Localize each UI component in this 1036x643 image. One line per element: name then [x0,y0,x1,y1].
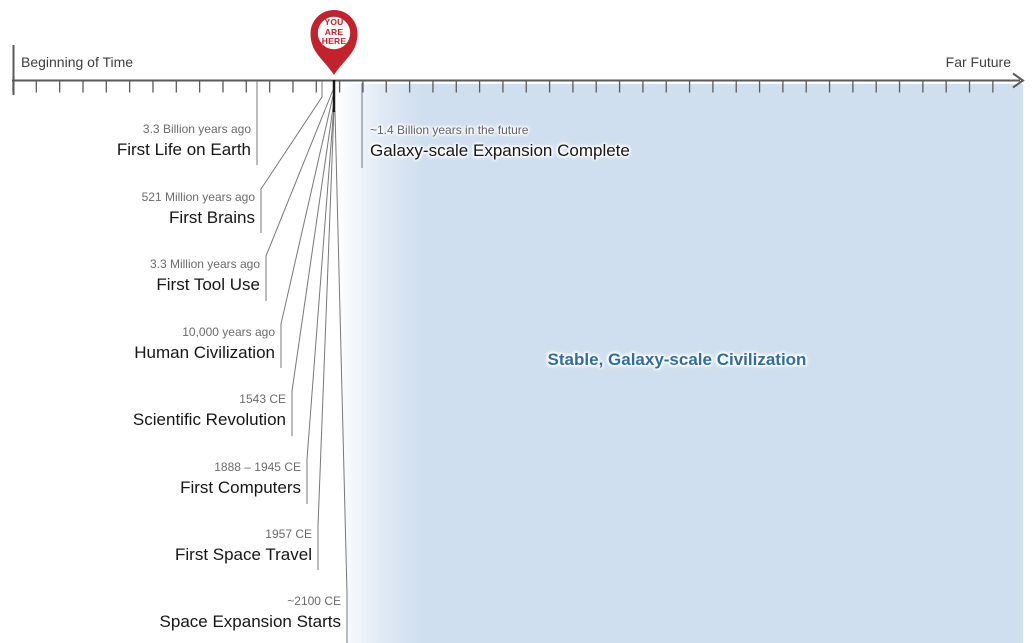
past-event-2: 3.3 Million years ago First Tool Use [150,256,260,296]
axis-label-far-future: Far Future [945,54,1011,70]
event-label: First Space Travel [175,545,312,564]
past-event-1: 521 Million years ago First Brains [142,189,255,229]
pin-label-line: ARE [324,26,344,37]
event-label: Scientific Revolution [132,410,286,429]
past-event-3: 10,000 years ago Human Civilization [134,324,275,364]
event-connectors [256,81,363,643]
future-event-galaxy-expansion: ~1.4 Billion years in the future Galaxy-… [370,122,630,162]
event-date: ~2100 CE [287,594,341,608]
event-label: First Tool Use [156,275,260,294]
past-event-7: ~2100 CE Space Expansion Starts [160,593,341,633]
you-are-here-pin-label: YOU ARE HERE [309,17,359,47]
event-label: Space Expansion Starts [159,612,341,631]
past-event-5: 1888 – 1945 CE First Computers [180,459,301,499]
connector-line-6 [317,107,335,570]
event-date: 1957 CE [265,527,312,541]
event-label: First Life on Earth [116,140,251,159]
event-date: 1888 – 1945 CE [214,460,301,474]
connector-line-2 [265,89,334,301]
event-label: First Computers [180,478,301,497]
event-label: Human Civilization [134,343,275,362]
event-label: First Brains [169,208,255,227]
connector-line-7 [334,110,348,643]
connector-line-1 [260,81,323,233]
past-event-0: 3.3 Billion years ago First Life on Earth [117,121,251,161]
pin-label-line: YOU [324,17,344,27]
axis-arrowhead [1012,72,1025,89]
axis-label-beginning-of-time: Beginning of Time [21,54,134,70]
connector-line-5 [306,104,335,504]
event-label: Galaxy-scale Expansion Complete [370,141,630,160]
event-date: 10,000 years ago [182,325,275,339]
event-date: 521 Million years ago [141,190,255,204]
you-are-here-pin [310,9,358,75]
connector-line-4 [291,100,335,436]
event-date: ~1.4 Billion years in the future [370,123,529,137]
connector-line-3 [280,95,334,368]
event-date: 3.3 Billion years ago [142,122,251,136]
event-date: 3.3 Million years ago [149,257,260,271]
past-event-4: 1543 CE Scientific Revolution [133,391,286,431]
past-event-6: 1957 CE First Space Travel [175,526,312,566]
event-date: 1543 CE [239,392,286,406]
axis-ticks [12,80,994,93]
pin-label-line: HERE [321,36,347,46]
future-civilization-region [336,84,1023,643]
region-label-stable-civilization: Stable, Galaxy-scale Civilization [547,350,807,369]
